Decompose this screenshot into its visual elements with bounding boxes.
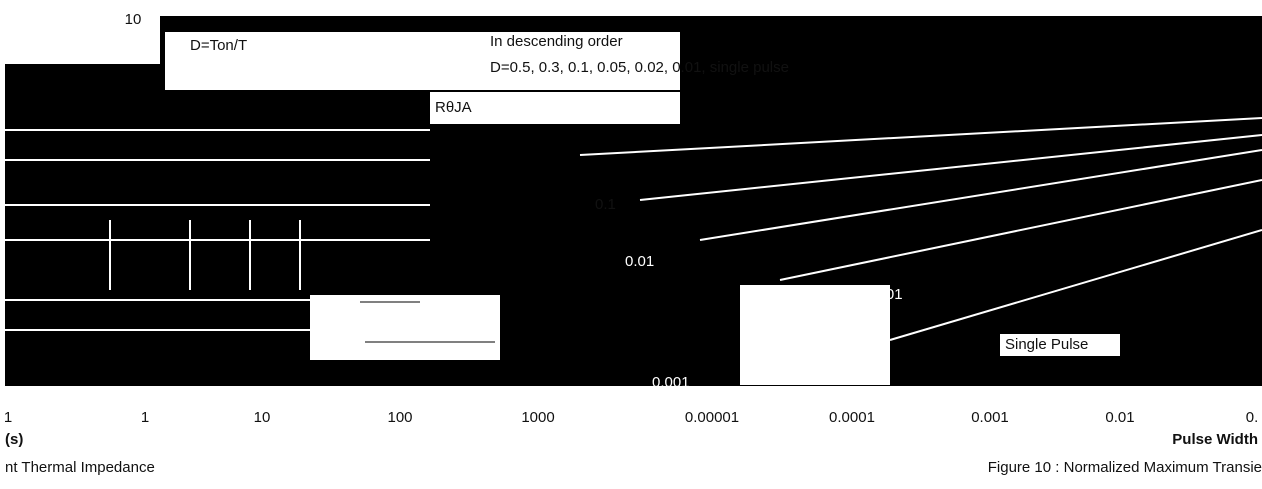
x-tick-label: 0.0001 xyxy=(829,409,875,426)
stripes xyxy=(5,117,1262,341)
single-pulse-label: Single Pulse xyxy=(1005,336,1088,353)
blank-panel xyxy=(740,285,890,385)
duty-definition: D=Ton/T xyxy=(190,37,247,54)
x-unit: (s) xyxy=(5,431,23,448)
legend-order: In descending order xyxy=(490,33,623,50)
resistance-label: RθJA xyxy=(435,99,472,116)
x-tick-label: 100 xyxy=(387,409,412,426)
x-axis-labels: 1 1 10 100 1000 0.00001 0.0001 0.001 0.01 0. xyxy=(4,409,1258,426)
single-pulse-box xyxy=(1000,334,1120,356)
x-tick-label: 0.00001 xyxy=(685,409,739,426)
x-tick-label: 1000 xyxy=(521,409,554,426)
legend-box xyxy=(165,32,680,90)
x-tick-label: 1 xyxy=(4,409,12,426)
y-tick: 0.001 xyxy=(652,374,690,391)
x-tick-label: 0. xyxy=(1246,409,1259,426)
top-tick: 10 xyxy=(125,11,142,28)
caption-right: Figure 10 : Normalized Maximum Transie xyxy=(988,459,1262,476)
pulse-diagram xyxy=(310,295,500,360)
y-tick: 0.1 xyxy=(595,196,616,213)
x-tick-label: 0.01 xyxy=(1105,409,1134,426)
x-tick-label: 10 xyxy=(254,409,271,426)
x-axis-title: Pulse Width xyxy=(1172,431,1258,448)
y-tick: 0.01 xyxy=(625,253,654,270)
y-tick: 0.001 xyxy=(865,286,903,303)
x-tick-label: 0.001 xyxy=(971,409,1009,426)
caption-left: nt Thermal Impedance xyxy=(5,459,155,476)
legend-values: D=0.5, 0.3, 0.1, 0.05, 0.02, 0.01, singl… xyxy=(490,59,789,76)
resistance-box xyxy=(430,92,680,124)
blank-corner xyxy=(5,16,160,64)
x-tick-label: 1 xyxy=(141,409,149,426)
